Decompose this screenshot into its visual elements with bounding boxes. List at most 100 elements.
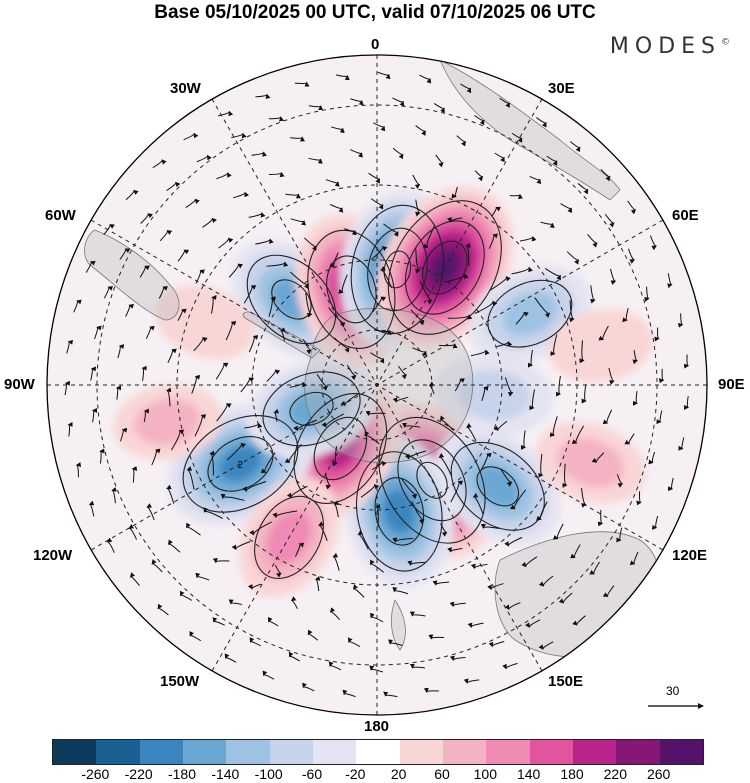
wind-arrow bbox=[449, 601, 466, 608]
south-america-shape bbox=[84, 229, 180, 321]
wind-arrow bbox=[288, 651, 301, 662]
wind-arrow bbox=[374, 329, 392, 335]
wind-arrow bbox=[544, 268, 561, 281]
wind-arrow bbox=[289, 381, 307, 388]
wind-arrow bbox=[667, 273, 673, 289]
wind-arrow bbox=[318, 521, 328, 541]
wind-arrow bbox=[328, 661, 342, 671]
wind-arrow bbox=[467, 622, 484, 628]
wind-arrow bbox=[255, 238, 274, 245]
wind-arrow bbox=[314, 575, 321, 592]
anomaly-level-shape bbox=[288, 391, 335, 427]
wind-arrow bbox=[248, 335, 259, 353]
contour-line bbox=[367, 227, 428, 312]
wind-arrow bbox=[195, 269, 205, 284]
wind-arrow bbox=[177, 308, 187, 321]
wind-arrow bbox=[656, 410, 663, 425]
wind-arrow bbox=[139, 265, 150, 278]
antarctica-shape bbox=[304, 307, 474, 464]
wind-arrow bbox=[450, 480, 464, 503]
wind-arrow bbox=[308, 157, 323, 164]
wind-arrow bbox=[504, 602, 521, 611]
wind-arrow bbox=[92, 408, 98, 423]
wind-arrow bbox=[290, 218, 306, 226]
vector-scale-label: 30 bbox=[666, 684, 680, 698]
wind-arrow bbox=[472, 492, 484, 515]
wind-arrow bbox=[480, 452, 492, 472]
wind-arrow bbox=[415, 125, 426, 136]
wind-arrow bbox=[183, 132, 199, 141]
wind-arrow bbox=[228, 263, 244, 278]
wind-arrow bbox=[372, 296, 387, 312]
wind-arrow bbox=[444, 273, 469, 283]
wind-arrow bbox=[159, 230, 173, 242]
wind-arrow bbox=[373, 122, 386, 132]
wind-arrow bbox=[454, 378, 465, 392]
wind-arrow bbox=[447, 314, 473, 320]
wind-arrow bbox=[432, 580, 450, 586]
wind-arrow bbox=[211, 295, 217, 314]
colorbar-tick-label: 140 bbox=[516, 766, 541, 782]
wind-arrow bbox=[415, 199, 421, 217]
copyright-mark: © bbox=[721, 37, 730, 48]
wind-arrow bbox=[627, 248, 635, 264]
wind-arrow bbox=[392, 147, 404, 160]
wind-arrow bbox=[474, 114, 485, 126]
wind-arrow bbox=[587, 233, 598, 248]
wind-arrow bbox=[504, 536, 523, 547]
wind-arrow bbox=[338, 274, 348, 294]
wind-arrow bbox=[266, 369, 281, 382]
lon-label-180: 180 bbox=[364, 718, 390, 735]
colorbar-swatch bbox=[226, 740, 270, 764]
wind-arrow bbox=[602, 585, 615, 597]
wind-arrow bbox=[131, 466, 137, 483]
wind-arrow bbox=[525, 619, 541, 628]
contour-line bbox=[254, 495, 324, 580]
colorbar-tick-label: 20 bbox=[390, 766, 407, 782]
wind-arrow bbox=[520, 430, 526, 450]
wind-arrow bbox=[392, 396, 409, 403]
lon-label-120w: 120W bbox=[33, 547, 73, 564]
wind-arrow bbox=[342, 689, 356, 698]
wind-arrow bbox=[392, 537, 414, 543]
wind-arrow bbox=[212, 617, 225, 626]
lon-label-60e: 60E bbox=[672, 207, 699, 224]
anomaly-level-shape bbox=[475, 465, 520, 507]
wind-arrow bbox=[289, 271, 309, 290]
wind-arrow bbox=[316, 373, 329, 391]
wind-arrow bbox=[560, 203, 573, 214]
wind-arrow bbox=[152, 159, 167, 169]
wind-arrow bbox=[157, 603, 169, 616]
colorbar-tick-label: -140 bbox=[211, 766, 240, 782]
wind-arrow bbox=[644, 286, 650, 302]
anomaly-level-shape bbox=[557, 437, 625, 488]
wind-arrow bbox=[616, 474, 624, 488]
wind-arrow bbox=[73, 299, 82, 313]
wind-arrow bbox=[189, 631, 202, 642]
wind-arrow bbox=[370, 612, 384, 623]
wind-arrow bbox=[232, 191, 250, 199]
wind-arrow bbox=[115, 385, 121, 400]
lon-label-120e: 120E bbox=[672, 547, 708, 564]
wind-arrow bbox=[328, 307, 346, 328]
wind-arrow bbox=[407, 560, 426, 566]
wind-arrow bbox=[290, 136, 305, 142]
wind-arrow bbox=[511, 266, 533, 275]
wind-arrow bbox=[332, 446, 338, 467]
wind-arrow bbox=[368, 172, 380, 184]
wind-arrow bbox=[370, 352, 385, 364]
wind-arrow bbox=[383, 223, 399, 237]
wind-arrow bbox=[428, 634, 444, 640]
wind-arrow bbox=[570, 544, 581, 559]
wind-arrow bbox=[167, 348, 177, 364]
map-boundary bbox=[46, 54, 708, 716]
wind-arrow bbox=[509, 193, 523, 200]
wind-arrow bbox=[106, 537, 115, 553]
wind-arrow bbox=[346, 364, 357, 381]
wind-arrow bbox=[244, 422, 263, 429]
wind-arrow bbox=[411, 501, 425, 525]
wind-arrow bbox=[85, 260, 96, 273]
wind-arrow bbox=[329, 607, 341, 621]
wind-arrow bbox=[400, 478, 418, 500]
colorbar-tick-label: -260 bbox=[81, 766, 110, 782]
